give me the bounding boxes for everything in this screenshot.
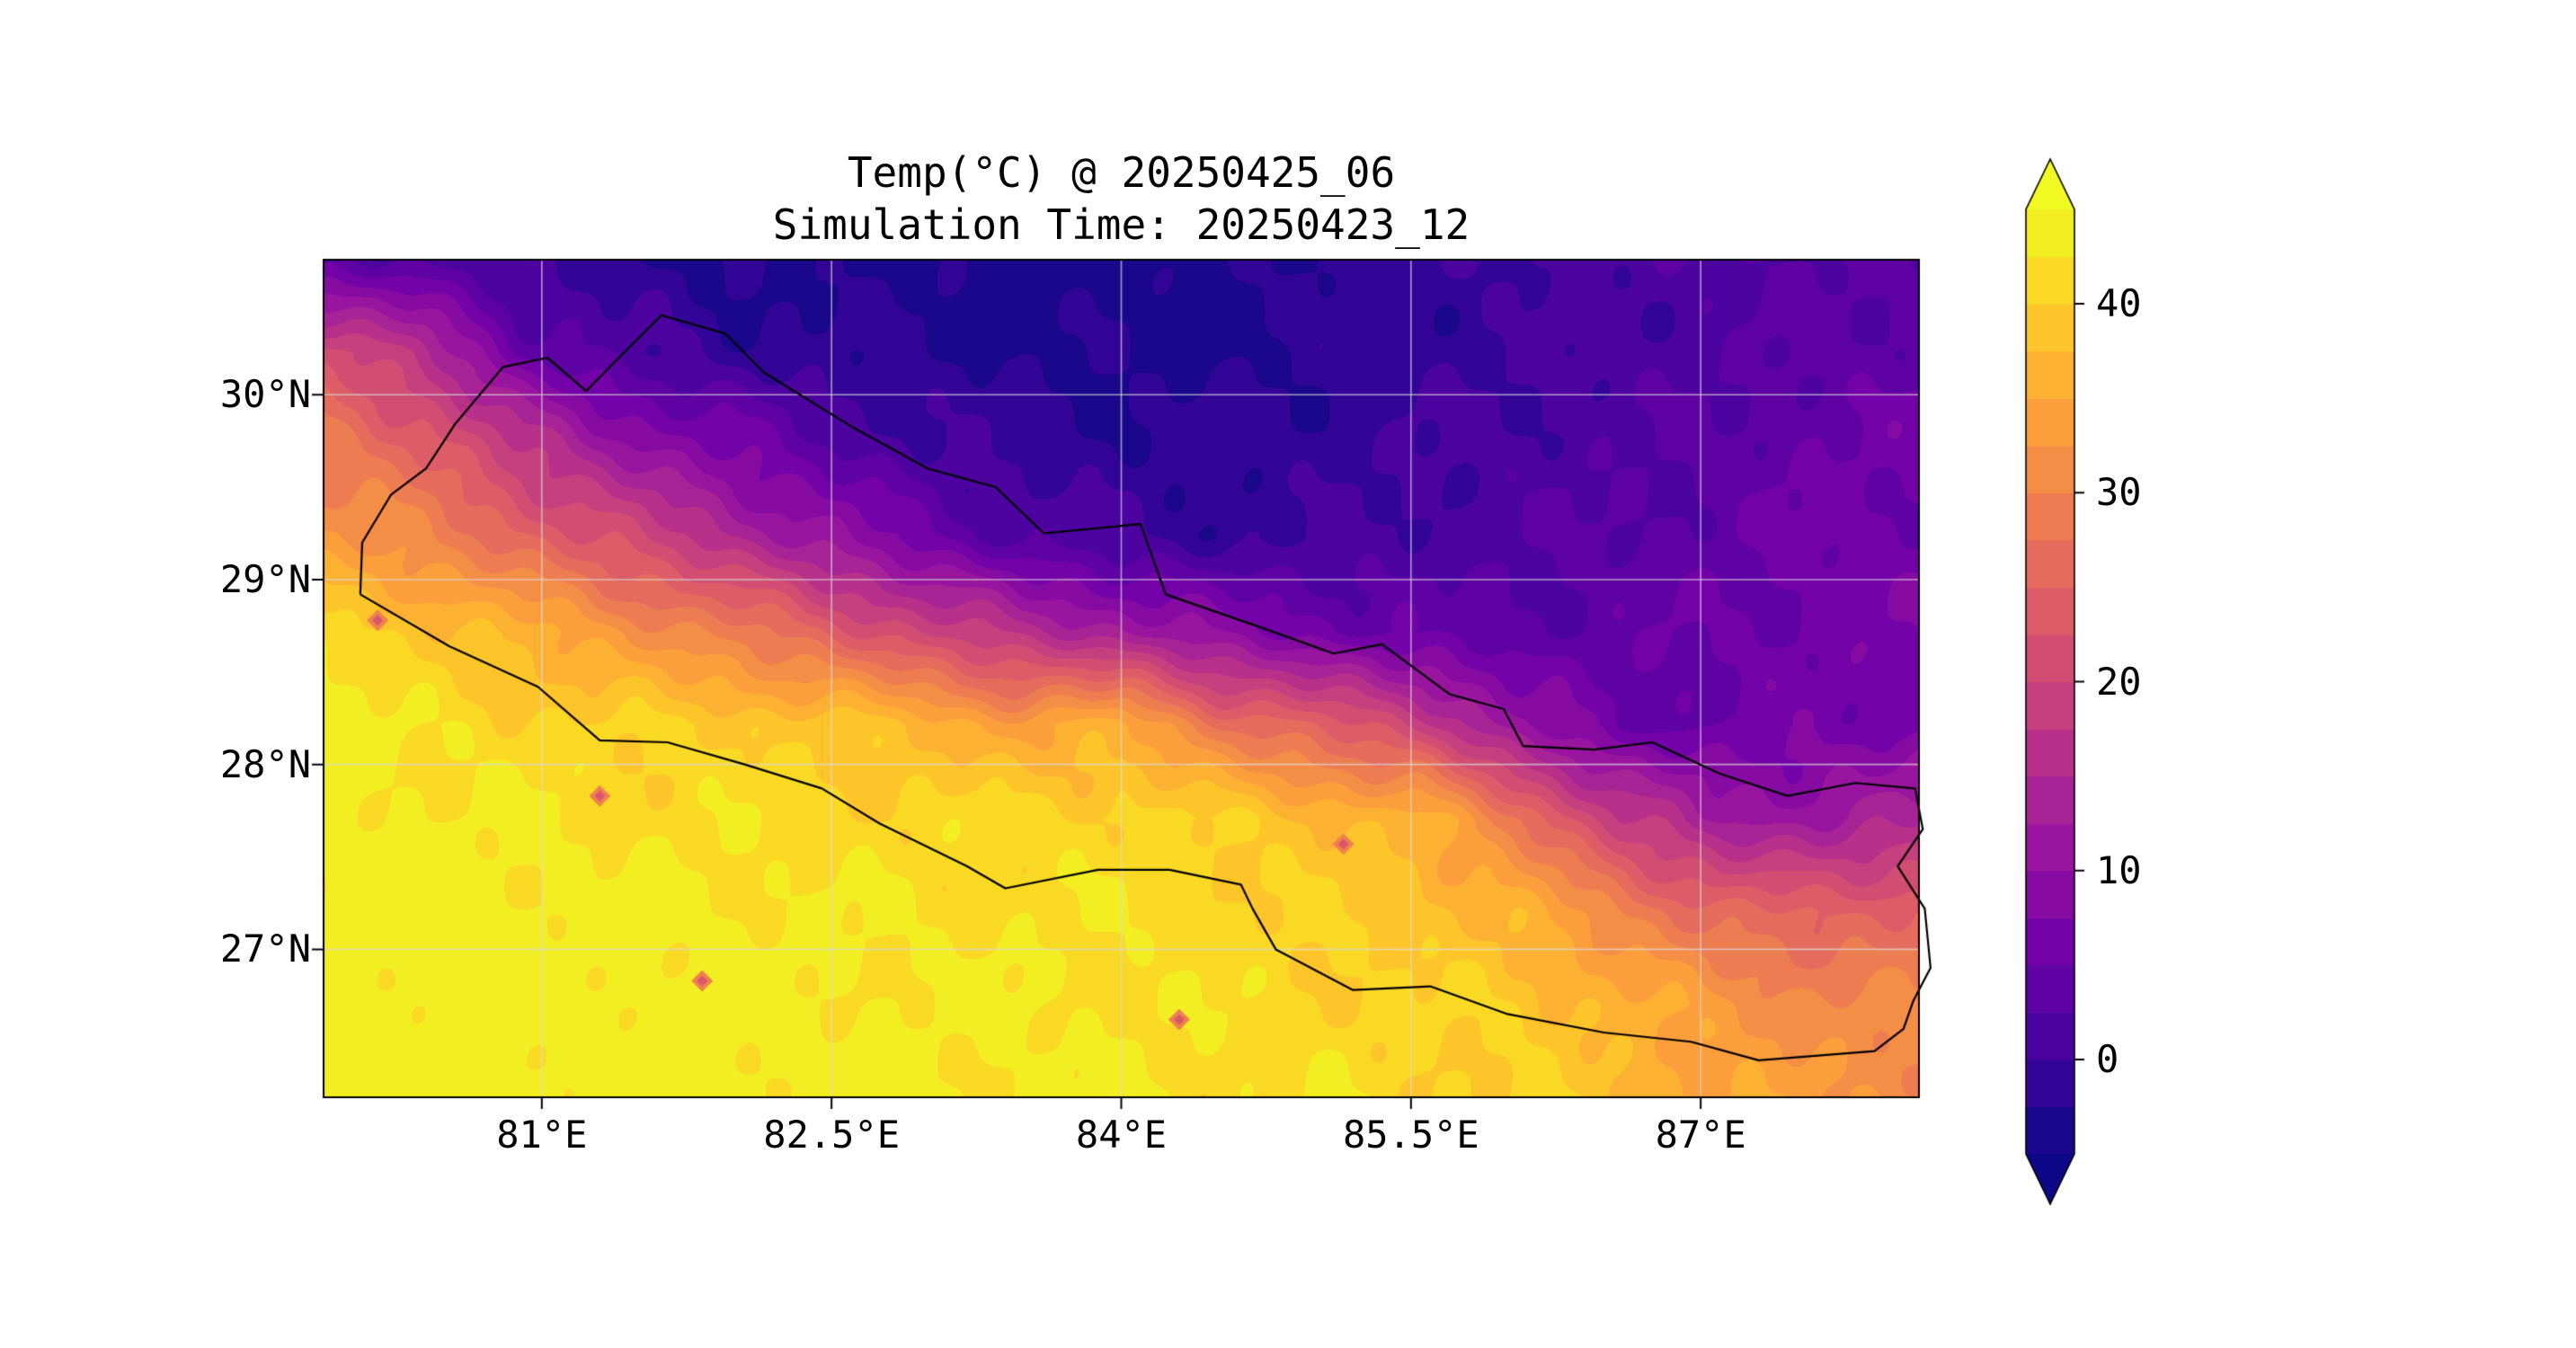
x-tick-label: 84°E — [1075, 1113, 1168, 1157]
colorbar-tick-label: 30 — [2096, 470, 2142, 515]
y-tick-label: 30°N — [219, 372, 311, 417]
x-tick-label: 87°E — [1655, 1113, 1746, 1157]
chart-title: Temp(°C) @ 20250425_06 — [847, 148, 1396, 197]
y-tick-label: 27°N — [219, 927, 311, 971]
colorbar-tick-label: 20 — [2096, 659, 2142, 704]
colorbar-tick-label: 0 — [2096, 1036, 2119, 1081]
colorbar-tick-label: 10 — [2096, 847, 2142, 892]
colorbar-tick-label: 40 — [2096, 281, 2142, 326]
chart-subtitle: Simulation Time: 20250423_12 — [772, 200, 1470, 249]
y-tick-label: 29°N — [219, 556, 311, 601]
x-tick-label: 81°E — [496, 1113, 588, 1157]
x-tick-label: 82.5°E — [763, 1113, 901, 1157]
x-tick-label: 85.5°E — [1342, 1113, 1479, 1157]
y-tick-label: 28°N — [219, 741, 311, 786]
